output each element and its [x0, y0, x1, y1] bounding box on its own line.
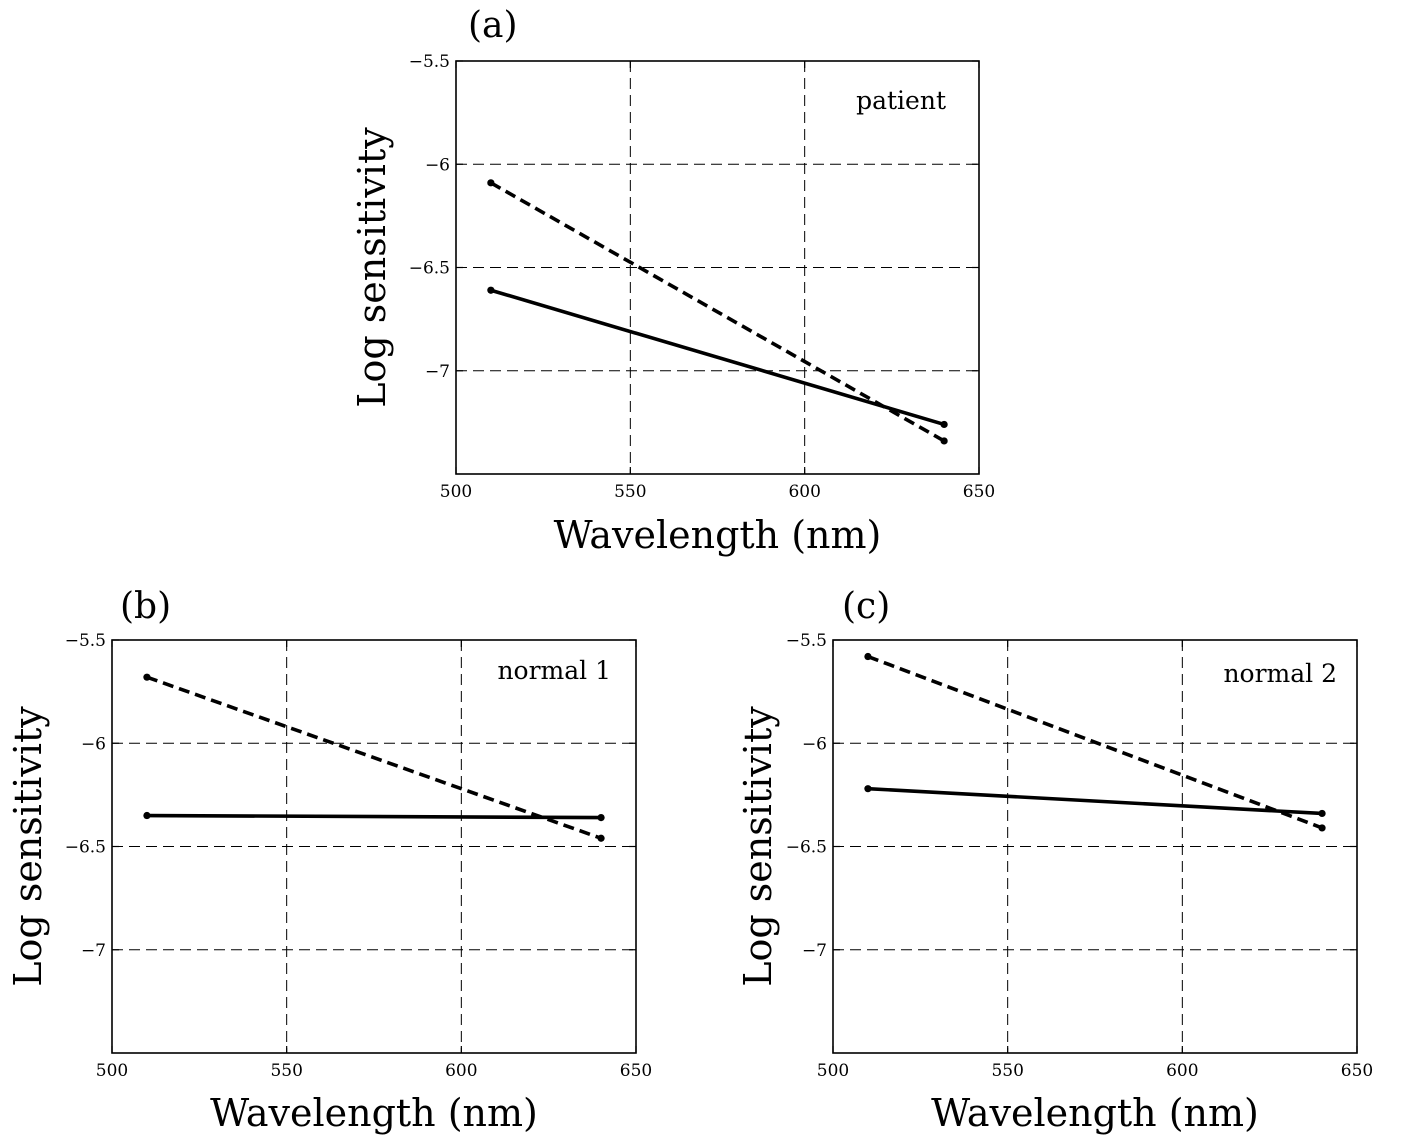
- panel-annotation: normal 2: [1223, 659, 1337, 688]
- x-tick-label: 500: [440, 482, 472, 502]
- x-tick-label: 550: [614, 482, 646, 502]
- data-point: [597, 813, 605, 822]
- x-tick-label: 600: [445, 1061, 477, 1081]
- plot-frame: [455, 60, 980, 475]
- x-tick-label: 550: [270, 1061, 302, 1081]
- plot-frame: [832, 639, 1358, 1054]
- y-axis-title: Log sensitivity: [6, 706, 50, 987]
- y-tick-label: −5.5: [786, 631, 827, 651]
- y-tick-label: −7: [802, 941, 827, 961]
- solid-series-line: [867, 786, 1323, 816]
- chart-panel-b: 500 550 600 650 −5.5 −6 −6.5 −7 (b) normal 1 Wavel…: [6, 586, 652, 1135]
- x-axis-title: Wavelength (nm): [554, 513, 882, 557]
- data-point: [864, 785, 872, 793]
- y-tick-label: −5.5: [65, 631, 106, 651]
- data-point: [487, 286, 495, 294]
- plot-frame: [111, 639, 637, 1054]
- y-tick-label: −6: [425, 155, 450, 175]
- x-tick-label: 500: [817, 1061, 849, 1081]
- dashed-series-line: [146, 675, 602, 840]
- panel-label: (a): [468, 5, 518, 46]
- dashed-series-line: [867, 654, 1323, 830]
- y-axis-title: Log sensitivity: [350, 127, 394, 408]
- panel-label: (c): [842, 586, 890, 627]
- x-axis-title: Wavelength (nm): [210, 1091, 538, 1135]
- y-axis-title: Log sensitivity: [736, 706, 780, 987]
- x-tick-label: 650: [963, 482, 995, 502]
- y-tick-label: −6: [802, 734, 827, 754]
- chart-panel-c: 500 550 600 650 −5.5 −6 −6.5 −7 (c) normal 2 Wavel…: [736, 586, 1373, 1135]
- x-axis-title: Wavelength (nm): [931, 1091, 1259, 1135]
- y-tick-label: −5.5: [409, 52, 450, 72]
- x-tick-label: 650: [620, 1061, 652, 1081]
- solid-series-line: [490, 288, 945, 427]
- data-point: [597, 834, 605, 842]
- y-tick-label: −6.5: [409, 259, 450, 279]
- y-tick-label: −7: [425, 362, 450, 382]
- y-tick-label: −6: [81, 734, 106, 754]
- panel-annotation: patient: [856, 86, 946, 115]
- data-point: [143, 811, 151, 820]
- data-point: [940, 437, 948, 445]
- y-tick-label: −6.5: [786, 838, 827, 858]
- dashed-series-line: [489, 181, 946, 443]
- x-tick-label: 500: [96, 1061, 128, 1081]
- x-tick-label: 600: [788, 482, 820, 502]
- solid-series-line: [146, 813, 602, 820]
- x-tick-label: 600: [1166, 1061, 1198, 1081]
- y-tick-label: −7: [81, 941, 106, 961]
- data-point: [864, 652, 872, 661]
- x-tick-label: 650: [1341, 1061, 1373, 1081]
- data-point: [143, 673, 151, 681]
- data-point: [1318, 824, 1326, 832]
- panel-label: (b): [120, 586, 171, 627]
- y-tick-label: −6.5: [65, 838, 106, 858]
- panel-annotation: normal 1: [497, 656, 611, 685]
- data-point: [940, 420, 948, 429]
- chart-panel-a: 500 550 600 650 −5.5 −6 −6.5 −7 (a) patient Wavele…: [350, 5, 995, 557]
- data-point: [487, 179, 495, 187]
- x-tick-label: 550: [991, 1061, 1023, 1081]
- data-point: [1318, 809, 1326, 818]
